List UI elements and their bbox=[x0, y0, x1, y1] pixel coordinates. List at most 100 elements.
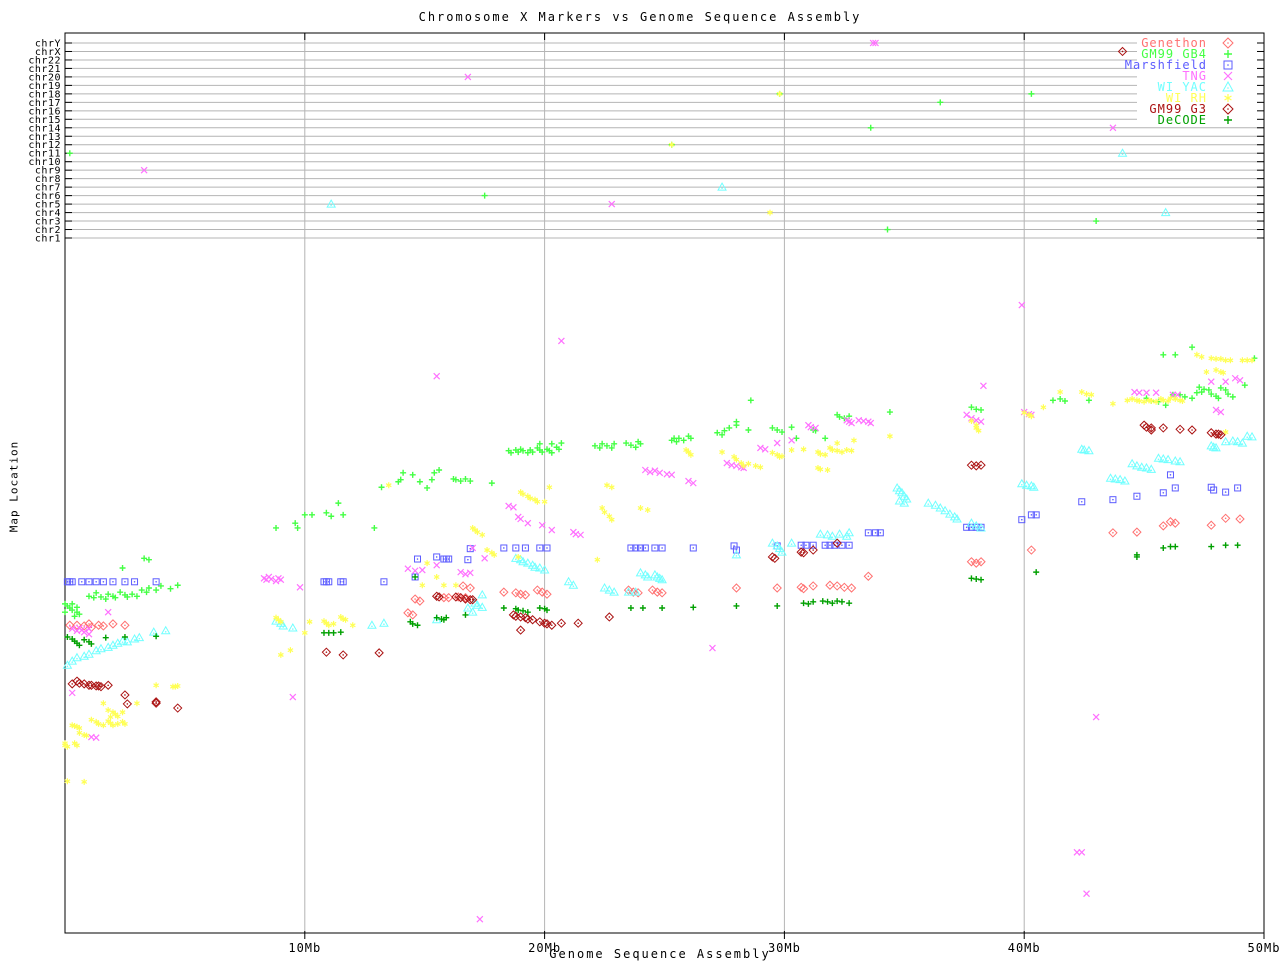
data-point-diamond bbox=[108, 619, 118, 629]
data-point-star bbox=[800, 446, 807, 453]
data-point-star bbox=[491, 551, 498, 558]
data-point-diamond bbox=[122, 699, 133, 709]
data-point-cross bbox=[68, 625, 76, 633]
data-point-plus bbox=[769, 424, 776, 431]
data-point-diamond bbox=[120, 620, 130, 630]
data-point-dot bbox=[124, 624, 126, 627]
data-point-star bbox=[134, 700, 140, 707]
data-point-star bbox=[851, 437, 857, 444]
data-point-star bbox=[520, 491, 526, 498]
data-point-dot bbox=[634, 592, 637, 594]
data-point-star bbox=[1227, 357, 1234, 364]
data-point-dot bbox=[771, 543, 774, 545]
data-point-dot bbox=[71, 580, 73, 583]
data-point-dot bbox=[330, 204, 332, 206]
data-point-diamond bbox=[374, 648, 384, 658]
chrom-label: chr13 bbox=[28, 132, 61, 143]
data-point-triangle bbox=[1115, 474, 1125, 484]
data-point-plus bbox=[73, 604, 80, 611]
data-point-plus bbox=[64, 633, 71, 640]
data-point-star bbox=[817, 466, 824, 473]
data-point-plus bbox=[102, 596, 109, 603]
data-point-plus bbox=[488, 480, 495, 487]
data-point-diamond bbox=[832, 581, 842, 591]
data-point-diamond bbox=[499, 587, 509, 597]
data-point-dot bbox=[378, 652, 380, 654]
data-point-diamond bbox=[1146, 423, 1156, 433]
data-point-dot bbox=[841, 544, 843, 547]
data-point-plus bbox=[846, 600, 853, 607]
data-point-diamond bbox=[772, 583, 782, 593]
data-point-diamond bbox=[321, 647, 332, 657]
data-point-star bbox=[1160, 397, 1167, 404]
data-point-diamond bbox=[434, 592, 444, 602]
data-point-cross bbox=[277, 576, 285, 584]
data-point-diamond bbox=[1158, 521, 1168, 531]
data-point-dot bbox=[467, 558, 469, 561]
data-point-dot bbox=[88, 654, 90, 657]
data-point-diamond bbox=[1222, 37, 1234, 49]
data-point-square bbox=[1032, 511, 1040, 519]
data-point-dot bbox=[541, 591, 544, 593]
data-point-plus bbox=[337, 629, 344, 636]
data-point-dot bbox=[829, 544, 831, 547]
data-point-cross bbox=[867, 419, 875, 427]
data-point-plus bbox=[1162, 402, 1169, 409]
data-point-square bbox=[433, 553, 441, 561]
data-point-plus bbox=[323, 509, 330, 516]
data-point-dot bbox=[1227, 108, 1229, 110]
data-point-plus bbox=[69, 600, 76, 607]
data-point-triangle bbox=[122, 636, 133, 646]
data-point-triangle bbox=[84, 649, 94, 658]
data-point-dot bbox=[903, 503, 906, 505]
data-point-diamond bbox=[1206, 520, 1216, 530]
data-point-dot bbox=[651, 589, 654, 591]
data-point-plus bbox=[788, 424, 795, 431]
data-point-plus bbox=[1172, 543, 1179, 550]
data-point-square bbox=[1133, 492, 1141, 500]
data-point-dot bbox=[88, 684, 90, 687]
data-point-diamond bbox=[93, 681, 104, 691]
data-point-diamond bbox=[971, 461, 981, 471]
data-point-triangle bbox=[1153, 453, 1164, 462]
data-point-star bbox=[325, 622, 332, 629]
data-point-plus bbox=[1224, 116, 1232, 124]
data-point-dot bbox=[1224, 517, 1227, 520]
data-point-star bbox=[745, 460, 752, 467]
data-point-dot bbox=[447, 596, 450, 599]
data-point-square bbox=[1210, 486, 1218, 494]
data-point-plus bbox=[462, 611, 469, 618]
data-point-plus bbox=[968, 404, 975, 411]
data-point-dot bbox=[567, 581, 570, 584]
data-point-diamond bbox=[1213, 429, 1224, 439]
data-point-plus bbox=[138, 587, 145, 594]
data-point-star bbox=[105, 707, 112, 714]
data-point-star bbox=[1217, 355, 1224, 362]
data-point-dot bbox=[138, 637, 141, 640]
data-point-dot bbox=[112, 580, 114, 583]
data-point-star bbox=[1129, 395, 1136, 402]
data-point-triangle bbox=[786, 538, 797, 547]
data-point-diamond bbox=[731, 583, 742, 593]
data-point-square bbox=[826, 541, 834, 549]
data-point-triangle bbox=[522, 558, 533, 567]
data-point-diamond bbox=[808, 581, 818, 591]
data-point-cross bbox=[773, 439, 781, 447]
data-point-star bbox=[1213, 355, 1219, 362]
data-point-diamond bbox=[623, 585, 634, 595]
data-point-dot bbox=[327, 580, 330, 583]
data-point-square bbox=[689, 544, 697, 552]
data-point-dot bbox=[1162, 491, 1165, 494]
data-point-diamond bbox=[1026, 545, 1037, 555]
data-point-dot bbox=[944, 510, 946, 513]
data-point-dot bbox=[1021, 484, 1023, 486]
data-point-star bbox=[1220, 369, 1227, 376]
data-point-dot bbox=[1241, 443, 1244, 445]
data-point-dot bbox=[1167, 459, 1169, 462]
data-point-plus bbox=[824, 598, 831, 605]
data-point-cross bbox=[1222, 378, 1230, 386]
x-tick-label: 20Mb bbox=[528, 941, 561, 955]
data-point-dot bbox=[469, 547, 472, 550]
data-point-star bbox=[776, 90, 783, 97]
data-point-star bbox=[76, 729, 83, 736]
